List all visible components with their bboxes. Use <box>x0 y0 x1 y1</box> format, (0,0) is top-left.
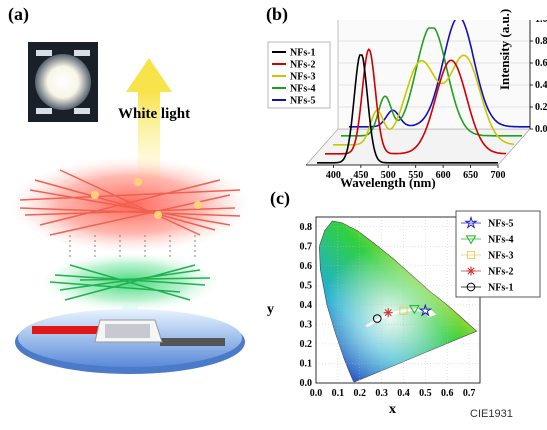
cie-point-nfs-4 <box>409 305 420 315</box>
device-photo <box>28 42 98 122</box>
spectra-xtick-label: 700 <box>491 170 506 181</box>
cie-ytick-label: 0.0 <box>300 378 313 389</box>
spectra-ylabel: Intensity (a.u.) <box>497 8 512 90</box>
spectra-legend-label: NFs-5 <box>290 96 316 107</box>
device-illustration <box>10 42 250 374</box>
cie-ytick-label: 0.4 <box>300 300 313 311</box>
spectra-xtick-label: 450 <box>353 170 368 181</box>
cie-trend-arrow <box>365 308 433 328</box>
cie-xtick-label: 0.5 <box>419 388 432 399</box>
spectra-legend-label: NFs-4 <box>290 84 316 95</box>
cie-ytick-label: 0.5 <box>300 280 313 291</box>
cie-point-nfs-1 <box>372 314 382 323</box>
cie-legend-marker <box>464 215 478 229</box>
spectra-xtick-label: 500 <box>381 170 396 181</box>
cie-point-nfs-3 <box>399 306 408 315</box>
cie-xtick-label: 0.2 <box>353 388 366 399</box>
cie-ylabel: y <box>267 302 274 317</box>
spectra-xlabel: Wavelength (nm) <box>340 175 436 190</box>
spectra-ytick-label: 0.0 <box>535 124 547 135</box>
cie-point-nfs-2 <box>383 308 393 318</box>
cie-xtick-label: 0.4 <box>397 388 410 399</box>
spectrum-nfs-1 <box>317 54 498 164</box>
cie-legend-marker <box>466 282 476 292</box>
cie-xtick-label: 0.7 <box>463 388 476 399</box>
spectra-ytick-label: 1.0 <box>535 20 547 25</box>
cie-footnote: CIE1931 <box>470 408 513 420</box>
cie-ytick-label: 0.2 <box>300 339 313 350</box>
spectrum-nfs-3 <box>333 54 515 146</box>
cie-legend-label: NFs-4 <box>488 235 514 246</box>
cie-ytick-label: 0.6 <box>300 261 313 272</box>
cie-legend-label: NFs-1 <box>488 283 514 294</box>
red-fiber-layer <box>10 157 250 253</box>
spectrum-nfs-2 <box>325 48 506 155</box>
spectra-ytick-label: 0.8 <box>535 36 547 47</box>
spectra-legend-label: NFs-1 <box>290 48 316 59</box>
cie-ytick-label: 0.8 <box>300 222 313 233</box>
spectra-xtick-label: 600 <box>436 170 451 181</box>
green-fiber-layer <box>40 252 220 312</box>
base-disc <box>15 309 245 374</box>
spectra-xtick-label: 650 <box>463 170 478 181</box>
spectra-xtick-label: 400 <box>326 170 341 181</box>
cie-ytick-label: 0.1 <box>300 358 313 369</box>
spectra-ytick-label: 0.2 <box>535 102 547 113</box>
emission-spectra-chart: 400 450 500 550 600 650 700 0.0 0.2 0.4 0.6 0.8 1.0 N… <box>267 20 547 181</box>
spectra-legend-label: NFs-3 <box>290 72 316 83</box>
spectra-legend-label: NFs-2 <box>290 60 316 71</box>
cie-legend-marker <box>466 266 476 276</box>
cie-legend-marker <box>466 250 476 260</box>
cie-point-nfs-5 <box>418 303 433 317</box>
cie-xtick-label: 0.1 <box>332 388 345 399</box>
panel-b-label: (b) <box>266 4 288 24</box>
cie-legend-label: NFs-2 <box>488 267 514 278</box>
spectra-ytick-label: 0.6 <box>535 58 547 69</box>
spectra-xtick-label: 550 <box>408 170 423 181</box>
cie-legend-label: NFs-5 <box>488 219 514 230</box>
panel-c-label: (c) <box>270 188 290 208</box>
cie-legend-marker <box>465 235 477 245</box>
cie-chromaticity-chart: 0.0 0.1 0.2 0.3 0.4 0.5 0.6 0.7 0.0 0.1 0.2 0.3 0.4 0… <box>300 210 541 399</box>
cie-legend-label: NFs-3 <box>488 251 514 262</box>
white-light-label: White light <box>118 106 191 122</box>
cie-plot-frame <box>315 216 481 384</box>
cie-ytick-label: 0.7 <box>300 241 313 252</box>
spectra-ytick-label: 0.4 <box>535 80 547 91</box>
cie-xtick-label: 0.6 <box>441 388 454 399</box>
cie-xlabel: x <box>389 402 396 417</box>
panel-a-label: (a) <box>8 4 29 24</box>
cie-ytick-label: 0.3 <box>300 319 313 330</box>
cie-xtick-label: 0.3 <box>375 388 388 399</box>
cie-xtick-label: 0.0 <box>310 388 323 399</box>
cie-white-region <box>319 220 477 382</box>
